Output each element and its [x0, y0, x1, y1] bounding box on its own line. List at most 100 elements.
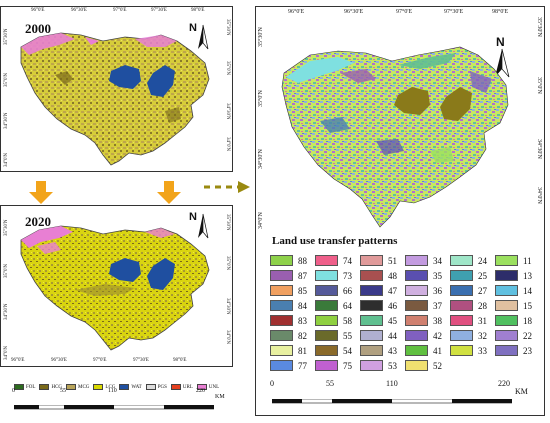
right-tick: 35°30'N: [536, 17, 542, 37]
legend-swatch: [405, 270, 428, 281]
legend-label: 48: [388, 270, 397, 281]
legend-swatch: [360, 285, 383, 296]
right-tick: 35°0'N: [536, 77, 542, 94]
legend-label: MCG: [78, 384, 90, 390]
transfer-legend-item: 23: [495, 345, 532, 356]
legend-label: 14: [523, 285, 532, 296]
landcover-legend-item: PGS: [145, 384, 167, 390]
landcover-legend-item: FOL: [14, 384, 35, 390]
scale-unit: KM: [515, 387, 528, 396]
arrow-down-left-icon: [28, 181, 54, 210]
legend-swatch: [119, 384, 130, 390]
legend-swatch: [315, 330, 338, 341]
top-tick: 96°30'E: [344, 9, 364, 15]
transfer-legend-item: 32: [450, 330, 487, 341]
transfer-legend-item: 27: [450, 285, 487, 296]
legend-swatch: [270, 270, 293, 281]
left-tick: 35°30'N: [4, 28, 9, 45]
legend-label: 75: [343, 360, 352, 371]
map-2020-year: 2020: [25, 214, 51, 229]
legend-swatch: [450, 255, 473, 266]
transfer-map: [280, 21, 526, 233]
right-tick: 34°0'N: [225, 330, 230, 345]
transfer-legend-item: 82: [270, 330, 307, 341]
transfer-legend-item: 34: [405, 255, 442, 266]
legend-swatch: [270, 300, 293, 311]
scale-label: 0: [12, 388, 15, 394]
legend-label: 44: [388, 330, 397, 341]
transfer-legend-item: 66: [315, 285, 352, 296]
transfer-legend-item: 75: [315, 360, 352, 371]
legend-swatch: [450, 330, 473, 341]
legend-swatch: [450, 315, 473, 326]
legend-label: 41: [433, 345, 442, 356]
legend-swatch: [405, 255, 428, 266]
transfer-legend-item: 15: [495, 300, 532, 311]
legend-label: 54: [343, 345, 352, 356]
scale-label: 220: [498, 379, 510, 388]
transfer-legend-item: 87: [270, 270, 307, 281]
left-tick: 34°30'N: [4, 303, 9, 320]
left-tick: 35°30'N: [258, 27, 264, 47]
legend-swatch: [360, 270, 383, 281]
left-tick: 34°30'N: [258, 149, 264, 169]
legend-label: 53: [388, 360, 397, 371]
legend-label: 88: [298, 255, 307, 266]
top-tick: 97°0'E: [396, 9, 413, 15]
landcover-legend: FOL HCG MCG LCG WAT PGS URL UNL: [14, 377, 239, 390]
legend-swatch: [270, 345, 293, 356]
legend-label: 11: [523, 255, 532, 266]
right-tick: 34°30'N: [225, 298, 230, 315]
legend-swatch: [93, 384, 104, 390]
legend-swatch: [315, 345, 338, 356]
scale-label: 0: [270, 379, 274, 388]
legend-label: 87: [298, 270, 307, 281]
right-tick: 35°30'N: [225, 214, 230, 231]
top-tick: 98°0'E: [492, 9, 509, 15]
right-tick: 34°0'N: [536, 187, 542, 204]
legend-title: Land use transfer patterns: [272, 235, 398, 247]
legend-label: 82: [298, 330, 307, 341]
legend-swatch: [360, 330, 383, 341]
transfer-legend-item: 58: [315, 315, 352, 326]
transfer-legend-item: 47: [360, 285, 397, 296]
legend-label: 34: [433, 255, 442, 266]
legend-swatch: [405, 285, 428, 296]
legend-swatch: [360, 255, 383, 266]
scale-bar-graphic: [13, 397, 215, 415]
left-tick: 35°0'N: [4, 72, 9, 87]
top-tick: 96°0'E: [31, 8, 45, 13]
legend-label: 13: [523, 270, 532, 281]
left-tick: 34°0'N: [4, 152, 9, 167]
legend-swatch: [315, 360, 338, 371]
legend-swatch: [450, 285, 473, 296]
scale-label: 55: [326, 379, 334, 388]
legend-swatch: [360, 360, 383, 371]
transfer-legend-item: 35: [405, 270, 442, 281]
legend-swatch: [145, 384, 156, 390]
legend-label: WAT: [131, 384, 142, 390]
transfer-legend-item: 64: [315, 300, 352, 311]
top-tick: 97°30'E: [444, 9, 464, 15]
legend-label: 28: [478, 300, 487, 311]
legend-swatch: [495, 345, 518, 356]
legend-label: 45: [388, 315, 397, 326]
legend-swatch: [196, 384, 207, 390]
scale-bar-graphic: [271, 391, 513, 409]
legend-label: HCG: [51, 384, 63, 390]
legend-label: 85: [298, 285, 307, 296]
transfer-legend-item: 85: [270, 285, 307, 296]
legend-label: 77: [298, 360, 307, 371]
left-tick: 35°0'N: [258, 90, 264, 107]
legend-swatch: [270, 330, 293, 341]
right-tick: 34°0'N: [225, 137, 230, 152]
legend-label: 43: [388, 345, 397, 356]
transfer-legend-item: 25: [450, 270, 487, 281]
legend-label: LCG: [105, 384, 116, 390]
transfer-legend-item: 42: [405, 330, 442, 341]
transfer-legend-item: 22: [495, 330, 532, 341]
transfer-legend-item: 38: [405, 315, 442, 326]
left-tick: 34°30'N: [4, 112, 9, 129]
legend-label: 58: [343, 315, 352, 326]
landcover-legend-item: UNL: [196, 384, 219, 390]
